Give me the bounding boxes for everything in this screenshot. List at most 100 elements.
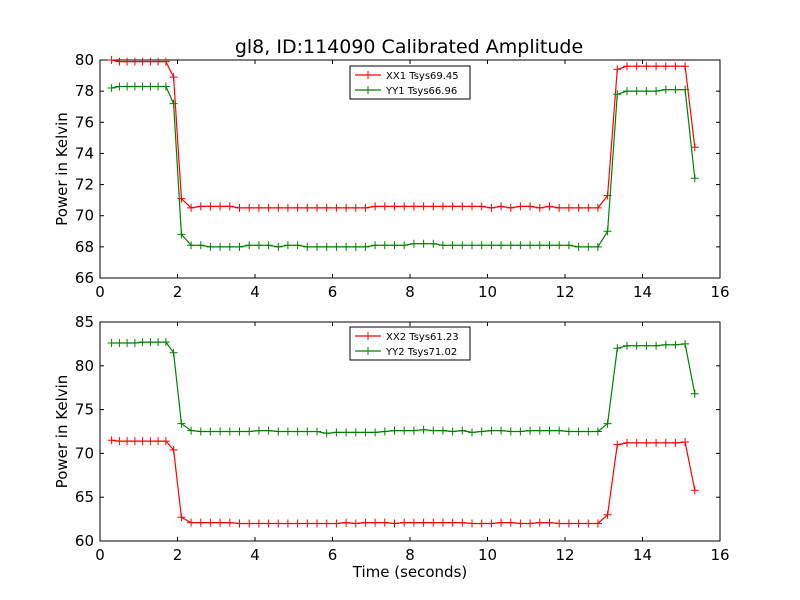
- data-point: [187, 518, 196, 527]
- data-point: [555, 203, 564, 212]
- data-point: [681, 438, 690, 446]
- data-point: [303, 242, 312, 251]
- data-point: [371, 202, 380, 211]
- data-point: [671, 340, 680, 349]
- data-point: [196, 518, 205, 527]
- y-tick-label: 76: [75, 113, 94, 131]
- data-point: [371, 241, 380, 250]
- data-point: [313, 242, 321, 251]
- data-point: [448, 241, 457, 250]
- data-point: [603, 419, 612, 428]
- data-point: [371, 518, 380, 527]
- y-axis-label: Power in Kelvin: [53, 112, 71, 226]
- chart-title: gl8, ID:114090 Calibrated Amplitude: [235, 36, 583, 58]
- y-tick-label: 66: [75, 269, 94, 287]
- x-tick-label: 14: [633, 283, 652, 301]
- data-point: [681, 85, 690, 94]
- data-point: [681, 339, 690, 348]
- data-point: [623, 87, 631, 96]
- data-point: [380, 202, 389, 211]
- data-point: [361, 518, 370, 527]
- data-point: [146, 82, 155, 91]
- data-point: [642, 62, 651, 71]
- data-point: [448, 202, 457, 211]
- data-point: [409, 426, 418, 435]
- data-point: [177, 230, 186, 239]
- data-point: [187, 203, 196, 212]
- y-tick-label: 72: [75, 176, 94, 194]
- data-point: [216, 242, 225, 251]
- data-point: [429, 202, 438, 211]
- data-point: [535, 518, 544, 527]
- x-tick-label: 6: [328, 546, 338, 564]
- data-point: [216, 518, 225, 527]
- y-tick-label: 80: [75, 51, 94, 69]
- data-point: [458, 241, 467, 250]
- data-point: [477, 202, 486, 211]
- y-axis-label: Power in Kelvin: [53, 375, 71, 489]
- data-point: [526, 202, 535, 211]
- data-point: [123, 82, 132, 91]
- data-point: [130, 437, 139, 446]
- data-point: [400, 202, 409, 211]
- data-point: [564, 241, 573, 250]
- data-point: [419, 518, 428, 527]
- data-point: [303, 427, 312, 436]
- data-point: [468, 519, 476, 528]
- data-point: [613, 344, 622, 353]
- y-tick-label: 74: [75, 144, 94, 162]
- data-point: [245, 519, 254, 528]
- data-point: [293, 203, 302, 212]
- data-point: [671, 438, 680, 447]
- data-point: [652, 438, 661, 447]
- data-point: [123, 437, 132, 446]
- data-point: [690, 486, 699, 495]
- data-point: [642, 438, 651, 447]
- legend-marker: [364, 86, 372, 94]
- x-tick-label: 10: [478, 283, 497, 301]
- data-point: [429, 239, 438, 248]
- data-point: [603, 510, 612, 519]
- data-point: [477, 241, 486, 250]
- data-point: [293, 427, 302, 436]
- data-point: [169, 73, 178, 82]
- data-point: [161, 82, 170, 91]
- data-point: [429, 518, 438, 527]
- data-point: [138, 338, 147, 347]
- data-point: [245, 241, 254, 250]
- y-tick-label: 70: [75, 444, 94, 462]
- x-tick-label: 10: [478, 546, 497, 564]
- data-point: [438, 241, 447, 250]
- data-point: [584, 203, 593, 212]
- legend-box: [349, 326, 471, 361]
- data-point: [322, 242, 331, 251]
- data-point: [526, 519, 535, 528]
- data-point: [283, 519, 292, 528]
- y-tick-label: 78: [75, 82, 94, 100]
- data-point: [564, 427, 573, 436]
- data-point: [506, 241, 515, 250]
- data-point: [146, 437, 155, 446]
- data-point: [390, 241, 399, 250]
- data-point: [161, 437, 170, 446]
- data-point: [154, 437, 163, 446]
- data-point: [506, 427, 515, 436]
- data-point: [661, 438, 670, 447]
- data-point: [123, 57, 132, 66]
- data-point: [468, 202, 476, 211]
- data-point: [313, 427, 321, 436]
- data-point: [107, 436, 116, 445]
- data-point: [264, 519, 273, 528]
- data-point: [115, 82, 124, 91]
- data-point: [681, 62, 690, 71]
- data-point: [632, 62, 641, 71]
- data-point: [564, 519, 573, 528]
- data-point: [235, 519, 244, 528]
- data-point: [216, 427, 225, 436]
- data-point: [361, 242, 370, 251]
- data-point: [652, 341, 661, 350]
- data-point: [283, 427, 292, 436]
- data-point: [161, 57, 170, 66]
- data-point: [448, 427, 457, 436]
